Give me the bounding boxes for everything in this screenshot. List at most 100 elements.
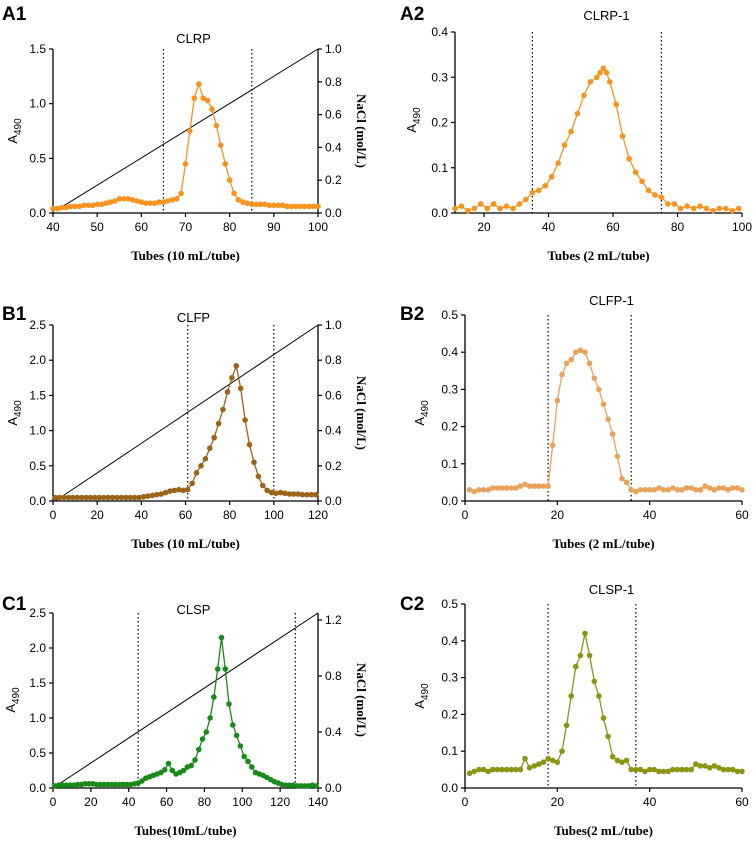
data-point (129, 197, 136, 203)
data-point (693, 487, 699, 493)
data-point (660, 768, 667, 775)
y-tick-label: 1.5 (29, 42, 46, 56)
data-point (485, 768, 491, 775)
data-point (613, 101, 619, 108)
data-point (149, 492, 156, 499)
data-point (594, 74, 600, 81)
data-point (268, 489, 275, 496)
data-point (574, 110, 581, 117)
data-point (503, 766, 510, 773)
x-tick-label: 70 (179, 220, 193, 234)
data-point (489, 766, 496, 773)
data-point (646, 487, 653, 493)
data-point (302, 203, 308, 210)
data-point (554, 397, 561, 404)
data-point (582, 349, 588, 356)
data-point (192, 757, 198, 763)
data-point (697, 763, 704, 769)
x-tick-label: 60 (606, 220, 620, 234)
data-point (105, 494, 111, 501)
data-point (531, 483, 538, 489)
data-point (313, 491, 319, 498)
data-point (568, 693, 574, 699)
x-axis-title: Tubes (10 mL/tube) (131, 248, 240, 263)
data-point (229, 375, 235, 381)
data-point (249, 201, 255, 208)
data-point (665, 487, 671, 493)
nacl-gradient-line (54, 324, 319, 502)
data-point (623, 757, 630, 764)
data-point (582, 630, 588, 637)
data-point (136, 494, 142, 501)
data-point (218, 142, 224, 148)
data-point (619, 475, 625, 482)
data-point (711, 487, 718, 493)
data-point (702, 483, 708, 489)
y-axis-title-sub: 490 (420, 683, 431, 700)
data-point (178, 190, 184, 197)
data-point (665, 201, 671, 207)
data-point (642, 768, 648, 775)
data-point (187, 128, 193, 134)
x-tick-label: 0 (462, 508, 469, 522)
data-point (284, 203, 290, 210)
x-tick-label: 60 (179, 508, 193, 522)
data-point (154, 491, 160, 498)
data-point (549, 442, 556, 449)
y2-tick-label: 0.0 (325, 206, 342, 220)
data-point (526, 483, 533, 489)
data-point (260, 482, 266, 489)
y-axis-title-sub: 490 (420, 400, 431, 417)
x-tick-label: 40 (135, 508, 149, 522)
data-point (494, 485, 501, 491)
data-point (87, 494, 94, 501)
data-point (165, 760, 172, 767)
data-point (561, 142, 568, 148)
data-point (65, 494, 72, 501)
data-point (513, 485, 519, 491)
data-point (739, 487, 745, 493)
data-point (632, 169, 639, 176)
data-point (143, 200, 149, 206)
x-tick-label: 80 (223, 508, 237, 522)
x-tick-label: 20 (477, 220, 491, 234)
x-tick-label: 60 (735, 508, 749, 522)
y-axis-title: A490 (412, 400, 431, 426)
data-point (116, 196, 123, 202)
data-point (315, 203, 321, 210)
data-point (63, 204, 70, 211)
data-point (299, 491, 306, 498)
y-axis-title-main: A (5, 417, 20, 426)
data-point (484, 205, 491, 212)
data-point (200, 95, 206, 101)
data-point (226, 701, 232, 707)
data-point (245, 758, 251, 765)
data-point (600, 65, 607, 71)
x-axis-title: Tubes (2 mL/tube) (552, 536, 654, 551)
data-point (725, 487, 731, 493)
y-tick-label: 0.5 (29, 459, 46, 473)
data-point (253, 201, 259, 208)
y-tick-label: 0.5 (29, 746, 46, 760)
data-point (262, 201, 268, 208)
y-tick-label: 0.2 (441, 420, 458, 434)
data-point (295, 491, 301, 497)
data-point (614, 453, 621, 460)
data-point (182, 161, 189, 167)
data-point (134, 198, 140, 204)
data-point (702, 763, 708, 769)
data-point (510, 205, 516, 212)
data-point (586, 652, 593, 659)
x-tick-label: 40 (643, 508, 657, 522)
data-point (596, 386, 602, 393)
data-point (266, 202, 273, 209)
data-point (549, 757, 556, 764)
data-point (156, 199, 162, 205)
chart-title: CLSP (177, 602, 211, 617)
y-axis-title-main: A (5, 135, 20, 144)
data-point (184, 486, 191, 493)
data-point (548, 174, 555, 180)
panel-label: A2 (400, 4, 424, 25)
panel-label: B1 (2, 304, 27, 325)
